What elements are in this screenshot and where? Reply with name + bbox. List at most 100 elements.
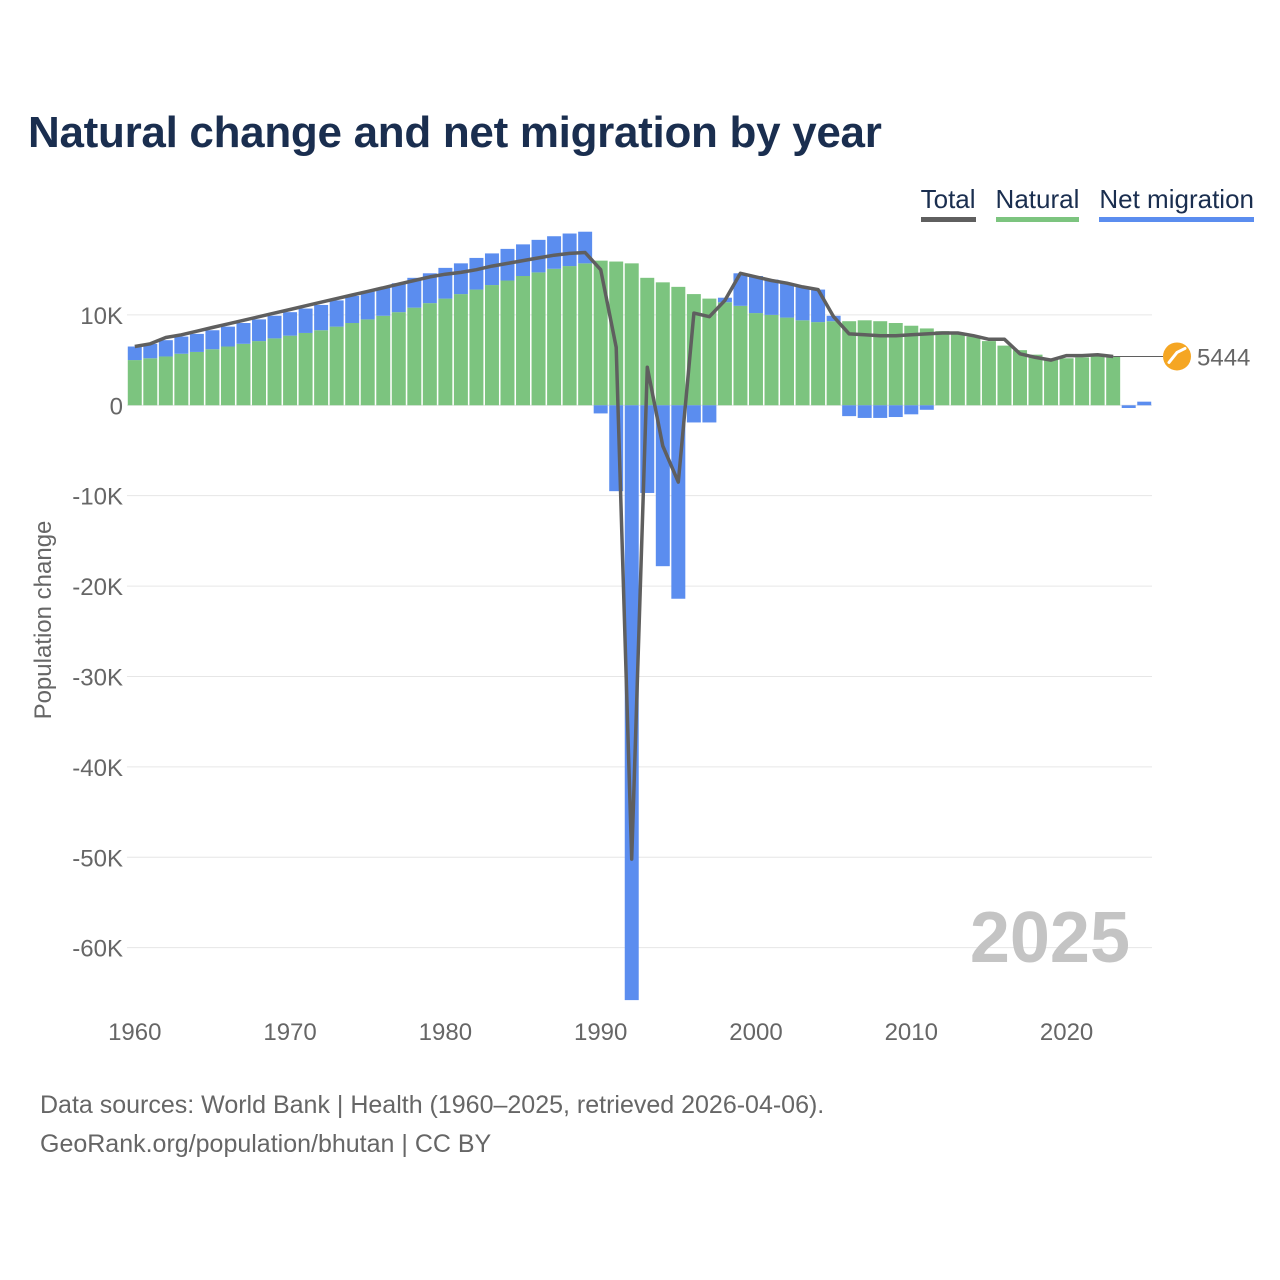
year-watermark: 2025	[970, 898, 1130, 978]
x-tick-label: 2020	[1040, 1019, 1093, 1046]
natural-bar	[764, 314, 779, 406]
migration-bar	[857, 405, 872, 418]
y-tick-label: -60K	[72, 936, 123, 963]
end-value-label: 5444	[1197, 344, 1250, 371]
natural-bar	[329, 326, 344, 406]
migration-bar	[158, 340, 173, 357]
natural-bar	[1028, 354, 1043, 406]
natural-bar	[748, 313, 763, 406]
migration-bar	[174, 336, 189, 354]
natural-bar	[143, 358, 158, 406]
natural-bar	[236, 343, 251, 406]
natural-bar	[686, 294, 701, 406]
natural-bar	[795, 320, 810, 406]
migration-bar	[1121, 405, 1136, 408]
dragon-mark-icon	[1167, 346, 1187, 364]
y-tick-label: -10K	[72, 484, 123, 511]
natural-bar	[345, 323, 360, 406]
migration-bar	[764, 279, 779, 315]
migration-bar	[811, 289, 826, 323]
natural-bar	[1059, 358, 1074, 406]
natural-bar	[857, 320, 872, 406]
migration-bar	[143, 343, 158, 359]
migration-bar	[329, 300, 344, 327]
natural-bar	[422, 303, 437, 406]
flag-badge-icon	[1163, 342, 1191, 371]
natural-bar	[1090, 356, 1105, 406]
migration-bar	[189, 333, 204, 352]
natural-bar	[391, 312, 406, 406]
natural-bar	[127, 360, 142, 406]
y-tick-label: -30K	[72, 664, 123, 691]
x-tick-label: 1970	[263, 1019, 316, 1046]
natural-bar	[360, 319, 375, 406]
migration-bar	[469, 257, 484, 290]
natural-bar	[950, 333, 965, 406]
natural-bar	[484, 285, 499, 406]
axes: 10K 0 -10K -20K -30K -40K -50K -60K 1960 1970 1980…	[72, 303, 1093, 1046]
migration-bar	[453, 263, 468, 295]
natural-bar	[189, 351, 204, 406]
natural-bar	[252, 341, 266, 406]
x-tick-label: 1960	[108, 1019, 161, 1046]
migration-bar	[220, 326, 235, 347]
natural-bar	[702, 298, 717, 406]
x-tick-label: 2000	[729, 1019, 782, 1046]
attribution-link[interactable]: GeoRank.org/population/bhutan | CC BY	[40, 1130, 492, 1158]
legend-net-migration[interactable]: Net migration	[1099, 184, 1254, 222]
footer: Data sources: World Bank | Health (1960–…	[40, 1086, 824, 1164]
natural-bar	[733, 305, 748, 406]
natural-bar	[438, 298, 453, 406]
natural-bar	[205, 349, 220, 406]
natural-bar	[547, 268, 562, 406]
natural-bar	[655, 282, 670, 406]
natural-bar	[500, 280, 515, 406]
natural-bar	[671, 286, 686, 406]
y-tick-label: 10K	[80, 303, 123, 330]
natural-bar	[158, 356, 173, 406]
migration-bar	[407, 277, 422, 308]
migration-bar	[624, 405, 639, 1001]
end-marker: 5444	[1113, 342, 1250, 371]
natural-bar	[904, 325, 919, 406]
migration-bar	[547, 236, 562, 269]
natural-bar	[516, 276, 531, 406]
migration-bar	[267, 315, 282, 339]
y-tick-label: 0	[110, 393, 123, 420]
legend-natural[interactable]: Natural	[995, 184, 1080, 222]
natural-bar	[593, 260, 608, 406]
natural-bar	[981, 341, 996, 406]
x-tick-label: 1990	[574, 1019, 627, 1046]
natural-bar	[966, 336, 981, 406]
natural-bar	[1075, 357, 1090, 406]
migration-bar	[283, 312, 298, 336]
gridlines	[127, 314, 1152, 949]
migration-bar	[795, 286, 810, 321]
migration-bar	[391, 283, 406, 313]
total-line	[134, 250, 1114, 861]
migration-bar	[919, 405, 934, 410]
natural-bar	[1044, 359, 1059, 406]
migration-bar	[842, 405, 857, 417]
natural-bar	[935, 331, 950, 406]
migration-bar	[888, 405, 903, 418]
natural-bar	[842, 321, 857, 406]
natural-bar	[174, 353, 189, 406]
data-sources-text: Data sources: World Bank | Health (1960–…	[40, 1091, 825, 1119]
natural-bar	[267, 338, 282, 406]
legend-total[interactable]: Total	[920, 184, 976, 222]
natural-bar	[780, 317, 795, 406]
migration-bar	[298, 308, 313, 333]
natural-bar	[314, 330, 329, 406]
natural-bar	[640, 277, 655, 406]
legend: Total Natural Net migration	[920, 184, 1254, 222]
migration-bar	[360, 291, 375, 320]
natural-bar	[873, 321, 888, 406]
x-tick-label: 2010	[885, 1019, 938, 1046]
natural-bar	[609, 261, 624, 406]
natural-bar	[919, 328, 934, 406]
migration-bar	[127, 346, 142, 361]
natural-bar	[717, 302, 732, 406]
migration-bar	[748, 276, 763, 314]
